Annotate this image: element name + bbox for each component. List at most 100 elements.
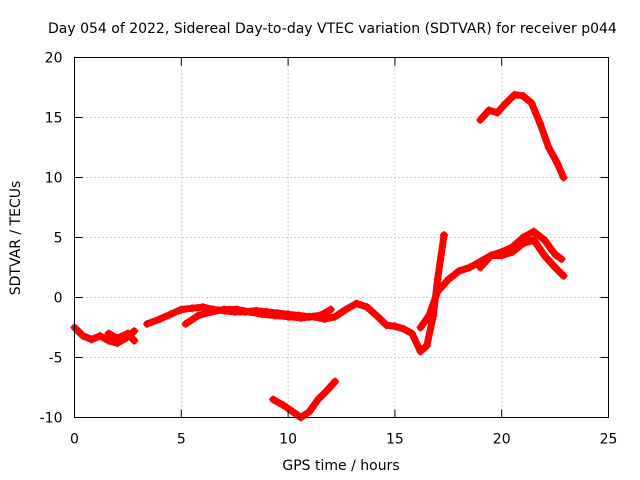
data-point <box>104 329 113 338</box>
data-point <box>258 310 267 319</box>
data-point <box>527 99 536 108</box>
data-point <box>96 331 105 340</box>
y-tick-label: 15 <box>45 111 63 127</box>
data-point <box>487 251 496 260</box>
data-point <box>551 263 560 272</box>
series-track-9 <box>476 227 566 272</box>
chart-title: Day 054 of 2022, Sidereal Day-to-day VTE… <box>48 21 617 37</box>
data-point <box>476 263 485 272</box>
tick-layer <box>74 57 609 418</box>
data-point <box>536 119 545 128</box>
data-point <box>232 305 241 314</box>
data-point <box>551 250 560 259</box>
series-track-1 <box>70 323 139 348</box>
data-point <box>220 305 229 314</box>
data-point <box>544 143 553 152</box>
data-point <box>519 91 528 100</box>
y-tick-label: -10 <box>40 411 63 427</box>
data-point <box>440 231 449 240</box>
data-point <box>559 173 568 182</box>
data-point <box>508 243 517 252</box>
data-point <box>553 159 562 168</box>
series-band <box>476 91 568 181</box>
data-point <box>497 247 506 256</box>
x-axis-title: GPS time / hours <box>282 458 399 474</box>
data-point <box>271 311 280 320</box>
data-point <box>484 106 493 115</box>
data-point <box>493 108 502 117</box>
series-track-2 <box>104 329 139 345</box>
data-point <box>305 407 314 416</box>
data-point <box>407 329 416 338</box>
data-point <box>363 303 372 312</box>
y-tick-label: 0 <box>54 291 63 307</box>
data-point <box>194 311 203 320</box>
data-point <box>309 312 318 321</box>
x-tick-label: 10 <box>279 432 297 448</box>
data-point <box>198 303 207 312</box>
data-point <box>559 271 568 280</box>
data-point <box>352 299 361 308</box>
series-track-4 <box>181 305 331 328</box>
data-point <box>529 235 538 244</box>
data-point <box>155 315 164 324</box>
y-tick-label: 10 <box>45 171 63 187</box>
data-point <box>425 311 434 320</box>
data-point <box>79 331 88 340</box>
data-point <box>519 233 528 242</box>
data-point <box>130 336 139 345</box>
data-point <box>269 395 278 404</box>
series-band <box>182 306 330 328</box>
data-point <box>245 307 254 316</box>
x-tick-label: 20 <box>493 432 511 448</box>
data-point <box>373 312 382 321</box>
data-point <box>557 255 566 264</box>
data-point <box>540 235 549 244</box>
series-band <box>105 330 138 345</box>
data-point <box>465 263 474 272</box>
data-point <box>207 307 216 316</box>
series-band <box>269 378 339 421</box>
data-point <box>422 341 431 350</box>
y-tick-label: 20 <box>45 51 63 67</box>
y-tick-label: -5 <box>49 351 63 367</box>
data-point <box>143 319 152 328</box>
series-track-10 <box>476 90 568 182</box>
data-point <box>540 251 549 260</box>
series-track-5 <box>269 377 340 422</box>
data-point <box>444 275 453 284</box>
data-point <box>87 335 96 344</box>
data-point <box>104 336 113 345</box>
data-point <box>416 347 425 356</box>
grid-layer <box>74 57 609 418</box>
data-point <box>130 327 139 336</box>
x-tick-label: 0 <box>70 432 79 448</box>
data-point <box>296 313 305 322</box>
data-point <box>113 334 122 343</box>
data-point <box>314 395 323 404</box>
x-tick-label: 5 <box>177 432 186 448</box>
data-point <box>166 310 175 319</box>
data-point <box>123 329 132 338</box>
data-point <box>187 304 196 313</box>
y-axis-title: SDTVAR / TECUs <box>8 181 24 296</box>
data-point <box>326 305 335 314</box>
data-point <box>331 312 340 321</box>
data-point <box>331 377 340 386</box>
data-point <box>454 267 463 276</box>
data-point <box>181 319 190 328</box>
data-point <box>288 407 297 416</box>
data-point <box>284 312 293 321</box>
data-point <box>433 275 442 284</box>
data-point <box>476 115 485 124</box>
data-point <box>433 287 442 296</box>
data-point <box>529 227 538 236</box>
data-point <box>320 315 329 324</box>
data-point <box>399 324 408 333</box>
data-point <box>416 323 425 332</box>
data-point <box>177 305 186 314</box>
y-tick-label: 5 <box>54 231 63 247</box>
data-point <box>279 401 288 410</box>
data-point <box>501 99 510 108</box>
